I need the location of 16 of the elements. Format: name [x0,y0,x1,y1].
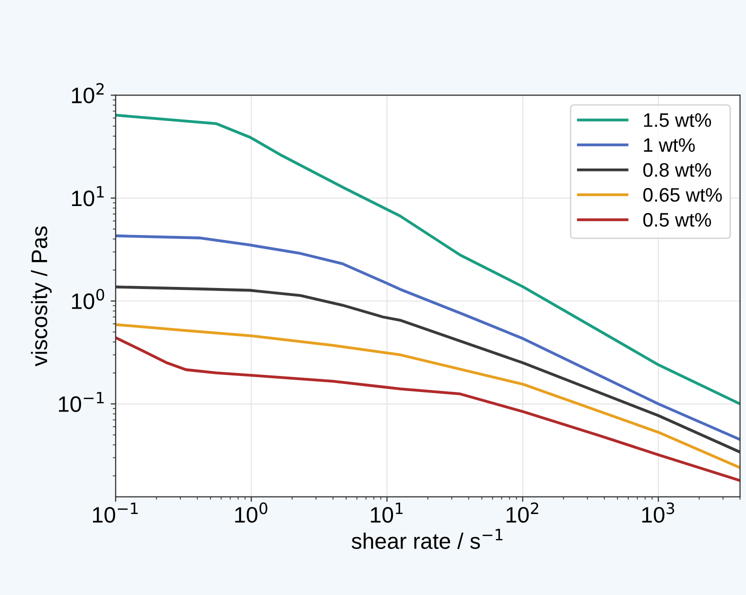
x-tick-label: 10$^{−1}$ [92,502,138,523]
x-axis-title: shear rate / s$^{−1}$ [352,528,502,549]
y-axis-title: viscosity / Pas [30,226,52,366]
y-tick-label: 10$^{2}$ [72,83,104,104]
legend-label: 0.8 wt% [643,163,712,177]
y-tick-label: 10$^{−1}$ [58,392,104,412]
x-tick-label: 10$^{0}$ [235,502,268,523]
x-tick-label: 10$^{2}$ [506,502,538,523]
legend-label: 0.65 wt% [643,188,722,202]
legend-label: 0.5 wt% [643,212,712,227]
x-tick-label: 10$^{1}$ [370,502,403,523]
y-tick-label: 10$^{1}$ [72,186,104,206]
legend-label: 1.5 wt% [644,113,712,127]
y-tick-label: 10$^{0}$ [72,288,104,310]
legend-label: 1 wt% [644,138,695,152]
x-tick-label: 10$^{3}$ [642,502,674,523]
